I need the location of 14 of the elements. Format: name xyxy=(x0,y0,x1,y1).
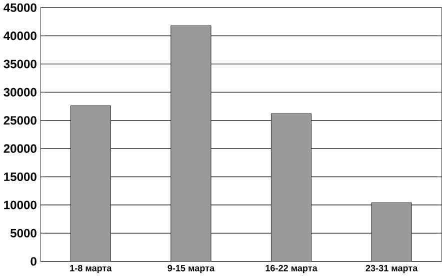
x-tick-label: 9-15 марта xyxy=(168,264,215,273)
y-tick-label: 35000 xyxy=(4,60,36,68)
y-tick-label: 30000 xyxy=(4,88,36,96)
x-tick-label: 1-8 марта xyxy=(70,264,112,273)
y-tick-label: 10000 xyxy=(4,200,36,210)
y-tick-label: 0 xyxy=(30,256,36,266)
y-tick-label: 20000 xyxy=(4,144,36,153)
y-tick-label: 40000 xyxy=(4,31,36,40)
x-tick-label: 23-31 марта xyxy=(366,264,418,273)
x-tick-label: 16-22 марта xyxy=(266,264,318,273)
y-tick-label: 15000 xyxy=(4,172,36,181)
y-tick-label: 25000 xyxy=(4,116,36,124)
y-tick-label: 45000 xyxy=(4,3,36,12)
y-tick-label: 5000 xyxy=(10,228,36,238)
